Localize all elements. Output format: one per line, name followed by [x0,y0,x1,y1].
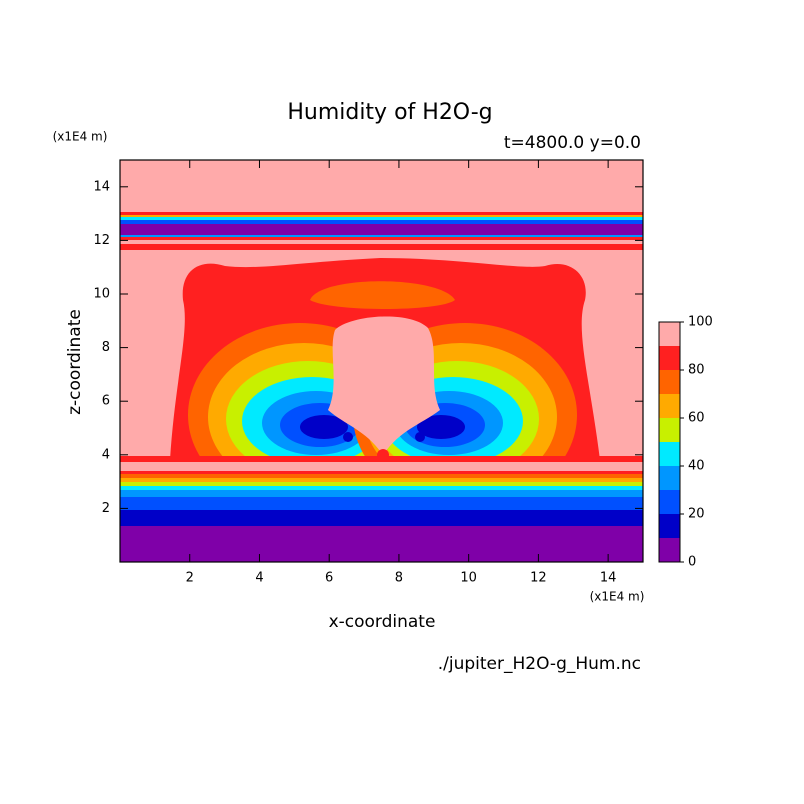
contour-region [120,478,643,482]
contour-region [120,244,643,250]
contour-region [120,474,643,478]
colorbar-band [659,442,680,466]
contour-region [120,486,643,490]
contour-region [415,432,425,442]
x-unit: (x1E4 m) [590,590,645,604]
colorbar-band [659,538,680,562]
regions [120,160,643,562]
contour-region [120,215,643,217]
plot-frame [119,159,644,563]
contour-region [120,497,643,510]
x-tick-label: 10 [460,571,477,586]
x-tick-label: 8 [395,571,403,586]
contour-region [310,281,455,309]
source-file: ./jupiter_H2O-g_Hum.nc [438,654,641,674]
contour-region [120,462,643,471]
contour-region [343,432,353,442]
colorbar-band [659,322,680,346]
colorbar-band [659,466,680,490]
colorbar-tick-label: 80 [688,363,705,378]
colorbar-band [659,418,680,442]
y-tick-label: 4 [102,447,110,462]
contour-region [328,316,440,455]
y-tick-label: 10 [93,287,110,302]
x-tick-label: 12 [530,571,547,586]
chart-subtitle: t=4800.0 y=0.0 [504,133,641,153]
colorbar-tick-label: 0 [688,555,696,570]
x-tick-label: 14 [600,571,617,586]
contour-region [120,220,643,224]
x-tick-label: 2 [186,571,194,586]
contour-region [120,490,643,497]
contour-region [120,510,643,526]
x-axis-label: x-coordinate [329,612,436,632]
contour-region [120,482,643,486]
colorbar-tick-label: 20 [688,507,705,522]
y-tick-label: 8 [102,340,110,355]
contour-field [120,160,643,562]
x-tick-label: 4 [255,571,263,586]
contour-region [120,224,643,235]
y-tick-label: 2 [102,501,110,516]
contour-region [120,526,643,562]
colorbar-tick-label: 100 [688,315,713,330]
colorbar-band [659,346,680,370]
contour-region [300,415,348,439]
colorbar-band [659,394,680,418]
contour-region [417,415,465,439]
colorbar-tick-label: 40 [688,459,705,474]
colorbar-band [659,370,680,394]
y-axis-label: z-coordinate [65,309,85,415]
contour-region [120,237,643,240]
contour-region [120,212,643,216]
y-tick-label: 6 [102,394,110,409]
colorbar-tick-label: 60 [688,411,705,426]
colorbar-frame [658,321,681,563]
contour-region [120,235,643,237]
x-tick-label: 6 [325,571,333,586]
contour-region [120,217,643,220]
chart-title: Humidity of H2O-g [287,100,492,125]
colorbar-band [659,514,680,538]
y-tick-label: 14 [93,179,110,194]
colorbar-band [659,490,680,514]
y-unit: (x1E4 m) [53,130,108,144]
y-tick-label: 12 [93,233,110,248]
